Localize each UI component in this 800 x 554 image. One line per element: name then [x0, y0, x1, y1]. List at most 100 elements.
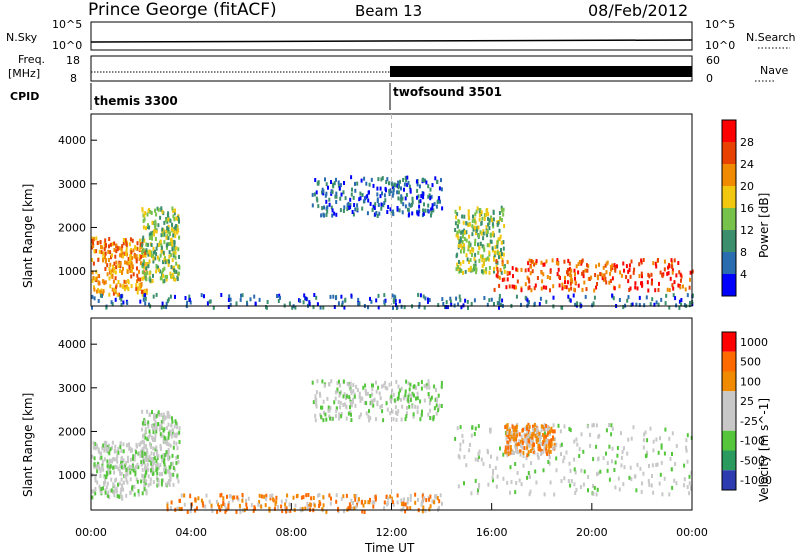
data-cell [479, 241, 482, 246]
data-cell [507, 452, 510, 457]
data-cell [573, 457, 576, 462]
data-cell [314, 413, 317, 418]
data-cell [506, 453, 509, 458]
data-cell [691, 269, 694, 274]
data-cell [155, 459, 158, 464]
data-cell [127, 466, 130, 471]
data-cell [364, 383, 367, 388]
data-cell [152, 446, 155, 451]
data-cell [146, 242, 149, 247]
data-cell [384, 380, 387, 385]
data-cell [489, 232, 492, 237]
data-cell [649, 302, 652, 307]
data-cell [532, 432, 535, 436]
data-cell [120, 297, 123, 302]
data-cell [367, 500, 370, 505]
data-cell [288, 502, 291, 507]
data-cell [397, 391, 400, 396]
data-cell [321, 379, 324, 384]
data-cell [471, 253, 473, 257]
data-cell [429, 187, 432, 192]
data-cell [130, 260, 133, 265]
data-cell [102, 256, 104, 261]
data-cell [107, 258, 110, 262]
data-cell [494, 466, 497, 470]
data-cell [150, 250, 153, 255]
data-cell [478, 449, 481, 454]
data-cell [376, 402, 379, 407]
data-cell [170, 472, 173, 477]
data-cell [672, 286, 675, 291]
data-cell [167, 435, 170, 440]
freq-label: Freq. [18, 53, 45, 66]
data-cell [178, 219, 180, 224]
data-cell [655, 437, 658, 442]
data-cell [345, 493, 348, 498]
data-cell [154, 433, 157, 438]
data-cell [483, 296, 486, 300]
data-cell [151, 467, 154, 472]
data-cell [109, 284, 112, 289]
data-cell [630, 259, 633, 264]
data-cell [163, 279, 166, 283]
data-cell [428, 507, 431, 512]
data-cell [271, 493, 274, 498]
data-cell [173, 240, 176, 245]
data-cell [144, 457, 147, 462]
data-cell [482, 461, 485, 466]
data-cell [475, 228, 478, 233]
data-cell [160, 233, 163, 238]
data-cell [525, 456, 528, 461]
data-cell [315, 190, 318, 195]
data-cell [411, 211, 414, 216]
data-cell [547, 448, 550, 453]
data-cell [159, 253, 162, 258]
data-cell [340, 411, 343, 416]
data-cell [325, 509, 328, 514]
data-cell [175, 261, 178, 266]
data-cell [533, 301, 536, 306]
data-cell [386, 407, 389, 412]
data-cell [138, 451, 141, 456]
data-cell [354, 497, 357, 502]
data-cell [313, 192, 316, 197]
data-cell [227, 501, 230, 505]
data-cell [119, 283, 122, 288]
data-cell [524, 434, 527, 439]
data-cell [148, 271, 151, 276]
data-cell [220, 492, 223, 497]
nsky-right-tick-top: 10^5 [705, 18, 735, 31]
data-cell [148, 259, 151, 264]
data-cell [521, 440, 524, 445]
data-cell [642, 471, 645, 476]
data-cell [610, 432, 613, 437]
data-cell [166, 213, 169, 218]
data-cell [491, 475, 494, 480]
nave-label: Nave [760, 64, 788, 77]
data-cell [153, 229, 156, 234]
data-cell [162, 417, 165, 422]
data-cell [397, 190, 400, 195]
data-cell [651, 297, 654, 302]
data-cell [498, 228, 501, 233]
data-cell [585, 287, 588, 292]
data-cell [91, 454, 94, 459]
data-cell [675, 481, 678, 486]
data-cell [383, 500, 386, 505]
data-cell [266, 300, 269, 304]
data-cell [143, 238, 146, 243]
data-cell [507, 445, 510, 450]
data-cell [563, 259, 566, 264]
data-cell [440, 381, 443, 385]
data-cell [162, 279, 165, 284]
data-cell [147, 420, 150, 425]
data-cell [555, 456, 558, 461]
data-cell [246, 302, 249, 307]
data-cell [680, 298, 683, 302]
data-cell [668, 264, 671, 269]
data-cell [483, 248, 486, 253]
data-cell [552, 284, 555, 289]
data-cell [574, 276, 576, 281]
data-cell [352, 397, 354, 402]
data-cell [342, 394, 345, 399]
